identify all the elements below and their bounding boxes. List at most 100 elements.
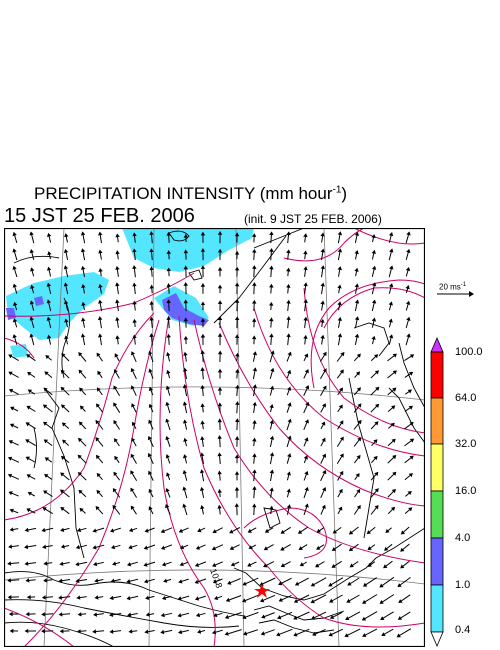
wind-arrow-head <box>224 631 229 636</box>
wind-arrow-head <box>148 350 153 355</box>
wind-arrow-head <box>29 231 34 236</box>
wind-arrow-head <box>58 578 63 583</box>
colorbar-segment <box>430 351 444 399</box>
wind-arrow-head <box>234 454 240 459</box>
wind-arrow-head <box>311 615 316 620</box>
wind-arrow-head <box>286 231 291 236</box>
wind-arrow-head <box>278 597 283 602</box>
wind-arrow-head <box>78 421 83 426</box>
wind-arrow-head <box>328 582 333 587</box>
wind-arrow-head <box>234 486 240 491</box>
wind-arrow-head <box>46 266 52 271</box>
wind-arrow-head <box>183 299 188 304</box>
wind-arrow-head <box>199 469 205 474</box>
wind-arrow-head <box>130 453 135 458</box>
wind-arrow-head <box>143 545 148 550</box>
wind-arrow-head <box>183 265 188 270</box>
wind-arrow-head <box>42 404 48 409</box>
wind-arrow-head <box>76 527 82 533</box>
wind-arrow-head <box>45 355 50 360</box>
wind-arrow-head <box>260 631 265 636</box>
chart-title: PRECIPITATION INTENSITY (mm hour-1) <box>34 184 348 203</box>
wind-scale-arrow-icon <box>437 291 474 297</box>
wind-arrow-head <box>405 285 410 290</box>
wind-arrow-head <box>113 402 118 407</box>
wind-arrow-head <box>252 485 257 490</box>
wind-arrow-head <box>374 370 380 375</box>
wind-arrow-head <box>97 316 103 321</box>
wind-arrow-head <box>9 423 15 428</box>
wind-arrow-head <box>305 401 310 407</box>
wind-arrow-head <box>322 453 327 458</box>
wind-arrow-head <box>44 474 49 478</box>
wind-arrow-head <box>392 471 397 476</box>
wind-arrow-head <box>41 612 45 617</box>
wind-arrow-head <box>60 386 65 391</box>
wind-arrow-head <box>251 299 257 304</box>
wind-arrow-head <box>97 333 103 338</box>
wind-arrow-head <box>329 598 334 603</box>
wind-arrow-head <box>200 301 206 306</box>
wind-arrow-head <box>98 283 103 288</box>
wind-arrow-head <box>320 248 325 253</box>
wind-arrow-head <box>113 419 118 425</box>
wind-arrow-head <box>287 418 292 423</box>
wind-arrow-head <box>148 506 153 511</box>
wind-arrow-head <box>200 318 206 322</box>
wind-arrow-head <box>200 333 206 338</box>
wind-arrow-head <box>80 231 86 236</box>
wind-arrow-head <box>217 368 223 373</box>
wind-arrow-head <box>304 353 309 358</box>
wind-arrow-head <box>149 248 154 253</box>
wind-arrow-head <box>383 564 388 569</box>
wind-arrow-head <box>63 248 69 253</box>
wind-arrow-head <box>409 422 414 427</box>
wind-arrow-head <box>374 488 379 493</box>
wind-arrow-head <box>407 490 412 495</box>
wind-arrow-head <box>12 283 17 288</box>
wind-arrow-head <box>243 631 248 636</box>
wind-arrow-head <box>178 629 183 635</box>
wind-arrow-head <box>320 300 325 305</box>
wind-arrow-head <box>78 369 83 374</box>
wind-arrow-head <box>149 300 154 305</box>
wind-arrow-head <box>113 471 118 477</box>
wind-arrow-head <box>227 580 232 585</box>
wind-arrow-head <box>178 528 184 533</box>
wind-arrow-head <box>41 595 46 600</box>
wind-arrow-head <box>217 488 222 493</box>
wind-arrow-head <box>78 489 83 495</box>
wind-arrow-head <box>8 388 14 393</box>
wind-arrow-head <box>392 370 397 375</box>
wind-arrow-head <box>114 369 118 374</box>
wind-arrow-head <box>79 507 84 512</box>
wind-arrow-head <box>354 267 359 272</box>
wind-arrow-head <box>217 452 222 457</box>
wind-arrow-head <box>286 504 292 509</box>
wind-arrow-head <box>362 633 367 637</box>
wind-arrow-head <box>92 528 97 533</box>
wind-arrow-head <box>263 546 269 551</box>
wind-arrow-head <box>61 353 66 358</box>
wind-arrow-head <box>95 505 100 511</box>
wind-arrow-head <box>149 316 154 321</box>
wind-arrow <box>294 628 310 636</box>
wind-arrow-head <box>165 454 170 459</box>
wind-arrow-head <box>148 470 153 475</box>
wind-arrow-head <box>304 470 309 476</box>
wind-arrow-head <box>269 435 275 440</box>
wind-arrow-head <box>76 629 81 634</box>
wind-arrow-head <box>130 351 136 356</box>
wind-arrow-head <box>46 316 51 321</box>
wind-arrow-head <box>149 333 154 337</box>
wind-arrow-head <box>61 422 67 427</box>
wind-arrow-head <box>357 403 362 408</box>
wind-arrow-head <box>194 579 199 584</box>
wind-arrow-head <box>126 579 131 584</box>
colorbar-segment <box>430 584 444 633</box>
wind-arrow-head <box>371 249 376 254</box>
wind-arrow-head <box>217 316 223 320</box>
wind-arrow-head <box>165 418 170 423</box>
wind-arrow-head <box>96 472 101 478</box>
wind-arrow-head <box>183 317 189 322</box>
